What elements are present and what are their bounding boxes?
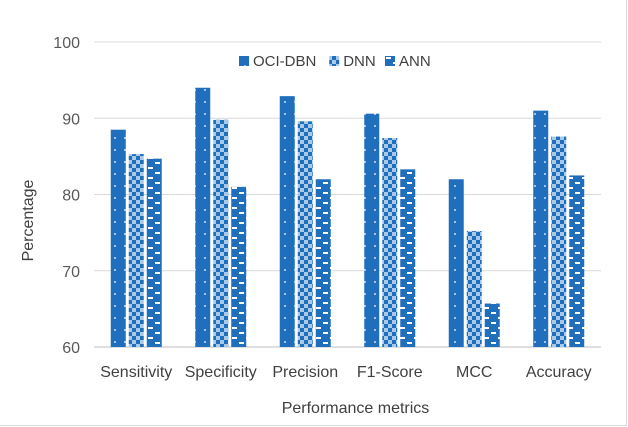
bar-dnn-accuracy xyxy=(551,137,566,347)
bar-dnn-specificity xyxy=(213,120,228,347)
y-tick-label: 100 xyxy=(53,35,80,52)
y-tick-label: 70 xyxy=(62,264,80,281)
bar-oci-dbn-sensitivity xyxy=(111,130,126,347)
bars-group xyxy=(111,88,585,347)
y-tick-label: 60 xyxy=(62,340,80,357)
bar-oci-dbn-mcc xyxy=(449,179,464,347)
x-axis-title: Performance metrics xyxy=(282,400,430,417)
y-tick-labels: 60 70 80 90 100 xyxy=(53,35,80,357)
bar-dnn-precision xyxy=(298,121,313,347)
legend-label: OCI-DBN xyxy=(253,53,316,70)
bar-ann-specificity xyxy=(231,187,246,347)
x-category-label: MCC xyxy=(456,364,492,381)
y-tick-label: 80 xyxy=(62,188,80,205)
legend-swatch xyxy=(239,56,249,66)
bar-ann-mcc xyxy=(485,304,500,347)
bar-ann-precision xyxy=(316,179,331,347)
bar-dnn-sensitivity xyxy=(129,154,144,347)
bar-oci-dbn-accuracy xyxy=(533,111,548,347)
x-category-label: Accuracy xyxy=(526,364,592,381)
x-category-label: Specificity xyxy=(185,364,257,381)
bar-dnn-mcc xyxy=(467,231,482,347)
bar-ann-sensitivity xyxy=(147,159,162,347)
bar-dnn-f1-score xyxy=(382,138,397,347)
bar-ann-f1-score xyxy=(400,169,415,347)
x-category-labels: Sensitivity Specificity Precision F1-Score M… xyxy=(100,364,591,381)
legend-swatch xyxy=(329,56,339,66)
legend: OCI-DBN DNN ANN xyxy=(239,53,431,70)
legend-label: ANN xyxy=(399,53,431,70)
x-category-label: F1-Score xyxy=(357,364,423,381)
x-category-label: Precision xyxy=(272,364,338,381)
gridlines xyxy=(94,42,601,347)
legend-label: DNN xyxy=(343,53,376,70)
x-category-label: Sensitivity xyxy=(100,364,172,381)
legend-swatch xyxy=(385,56,395,66)
y-axis-title: Percentage xyxy=(20,179,37,261)
bar-oci-dbn-precision xyxy=(280,96,295,347)
bar-oci-dbn-f1-score xyxy=(364,114,379,347)
y-tick-label: 90 xyxy=(62,111,80,128)
bar-ann-accuracy xyxy=(569,175,584,347)
bar-oci-dbn-specificity xyxy=(195,88,210,347)
